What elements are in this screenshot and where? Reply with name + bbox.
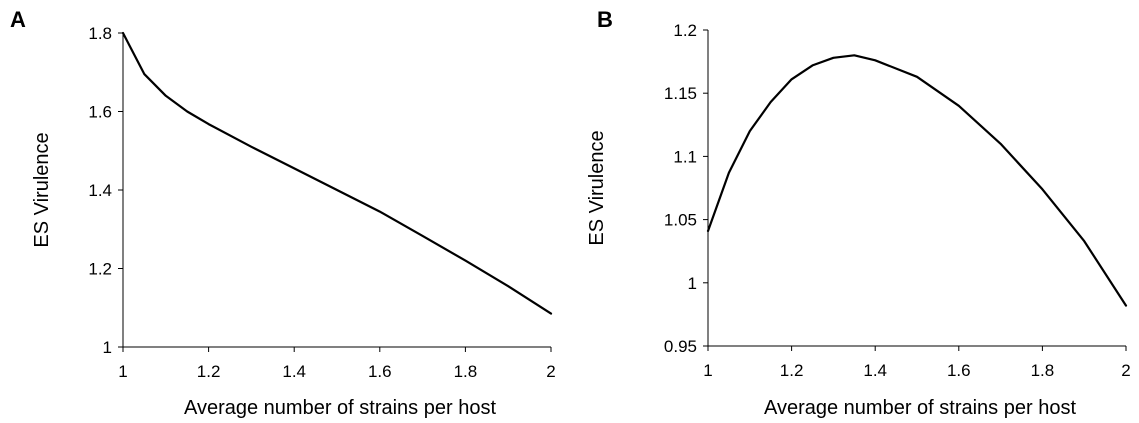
x-axis-label: Average number of strains per host [184, 397, 496, 419]
y-tick-label: 1.2 [88, 260, 112, 279]
series-line [706, 54, 1128, 307]
y-tick-label: 1.05 [664, 211, 697, 230]
y-axis-label: ES Virulence [31, 132, 53, 247]
y-tick-label: 1.15 [664, 84, 697, 103]
y-tick-label: 1 [103, 338, 112, 357]
x-tick-label: 1.2 [780, 361, 804, 380]
chart-panel-b: B 0.95 1 1.05 1.1 1.15 1.2 1 1.2 1.4 1.6 1.8 2 Averag… [586, 7, 1131, 419]
x-tick-label: 1 [118, 362, 127, 381]
chart-panel-a: A 1 1.2 1.4 1.6 1.8 1 1.2 1.4 1.6 1.8 2 Average numb… [10, 7, 556, 419]
x-tick-label: 1.6 [947, 361, 971, 380]
y-axis-label: ES Virulence [586, 130, 608, 245]
x-axis-label: Average number of strains per host [764, 397, 1076, 419]
y-tick-label: 0.95 [664, 337, 697, 356]
y-tick-label: 1.4 [88, 181, 112, 200]
x-tick-label: 2 [1121, 361, 1130, 380]
y-tick-label: 1.8 [88, 24, 112, 43]
x-tick-label: 1.2 [197, 362, 221, 381]
x-tick-label: 1.4 [282, 362, 306, 381]
series-line [121, 31, 553, 315]
x-tick-label: 1.6 [368, 362, 392, 381]
y-tick-label: 1.1 [673, 147, 697, 166]
x-tick-label: 2 [546, 362, 555, 381]
x-tick-label: 1.8 [1031, 361, 1055, 380]
x-tick-label: 1 [703, 361, 712, 380]
panel-label: B [597, 7, 613, 32]
x-tick-label: 1.8 [454, 362, 478, 381]
y-tick-label: 1 [688, 274, 697, 293]
panel-label: A [10, 7, 26, 32]
y-tick-label: 1.2 [673, 21, 697, 40]
x-tick-label: 1.4 [863, 361, 887, 380]
y-tick-label: 1.6 [88, 103, 112, 122]
